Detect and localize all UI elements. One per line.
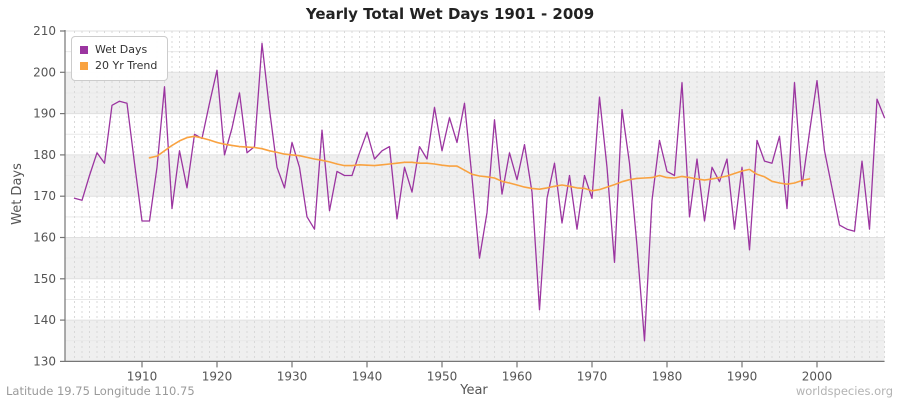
coordinates-label: Latitude 19.75 Longitude 110.75 xyxy=(6,384,195,398)
y-tick-label: 180 xyxy=(33,148,56,162)
y-tick-label: 170 xyxy=(33,189,56,203)
chart-title: Yearly Total Wet Days 1901 - 2009 xyxy=(305,5,595,23)
y-axis-title: Wet Days xyxy=(10,163,25,225)
watermark: worldspecies.org xyxy=(795,384,893,398)
x-axis-title: Year xyxy=(460,383,488,398)
trend-swatch-icon xyxy=(80,62,88,70)
wet-days-line xyxy=(73,42,886,342)
y-tick-label: 190 xyxy=(33,107,56,121)
x-tick-label: 1930 xyxy=(277,369,308,383)
legend: Wet Days 20 Yr Trend xyxy=(71,36,169,81)
y-tick-label: 150 xyxy=(33,272,56,286)
trend-line xyxy=(148,135,811,192)
legend-label-wet-days: Wet Days xyxy=(95,43,148,56)
x-tick-label: 1980 xyxy=(652,369,683,383)
x-tick-label: 1990 xyxy=(727,369,758,383)
wet-days-swatch-icon xyxy=(80,46,88,54)
legend-item-wet-days: Wet Days xyxy=(80,42,157,58)
y-tick-label: 210 xyxy=(33,24,56,38)
x-tick-label: 1950 xyxy=(427,369,458,383)
y-tick-label: 200 xyxy=(33,65,56,79)
y-tick-label: 160 xyxy=(33,231,56,245)
x-tick-label: 1970 xyxy=(577,369,608,383)
y-tick-label: 140 xyxy=(33,313,56,327)
legend-label-trend: 20 Yr Trend xyxy=(95,59,158,72)
x-tick-label: 1940 xyxy=(352,369,383,383)
legend-item-trend: 20 Yr Trend xyxy=(80,58,157,74)
x-tick-label: 2000 xyxy=(802,369,833,383)
x-tick-label: 1910 xyxy=(127,369,158,383)
x-tick-label: 1960 xyxy=(502,369,533,383)
x-tick-label: 1920 xyxy=(202,369,233,383)
y-tick-label: 130 xyxy=(33,354,56,368)
